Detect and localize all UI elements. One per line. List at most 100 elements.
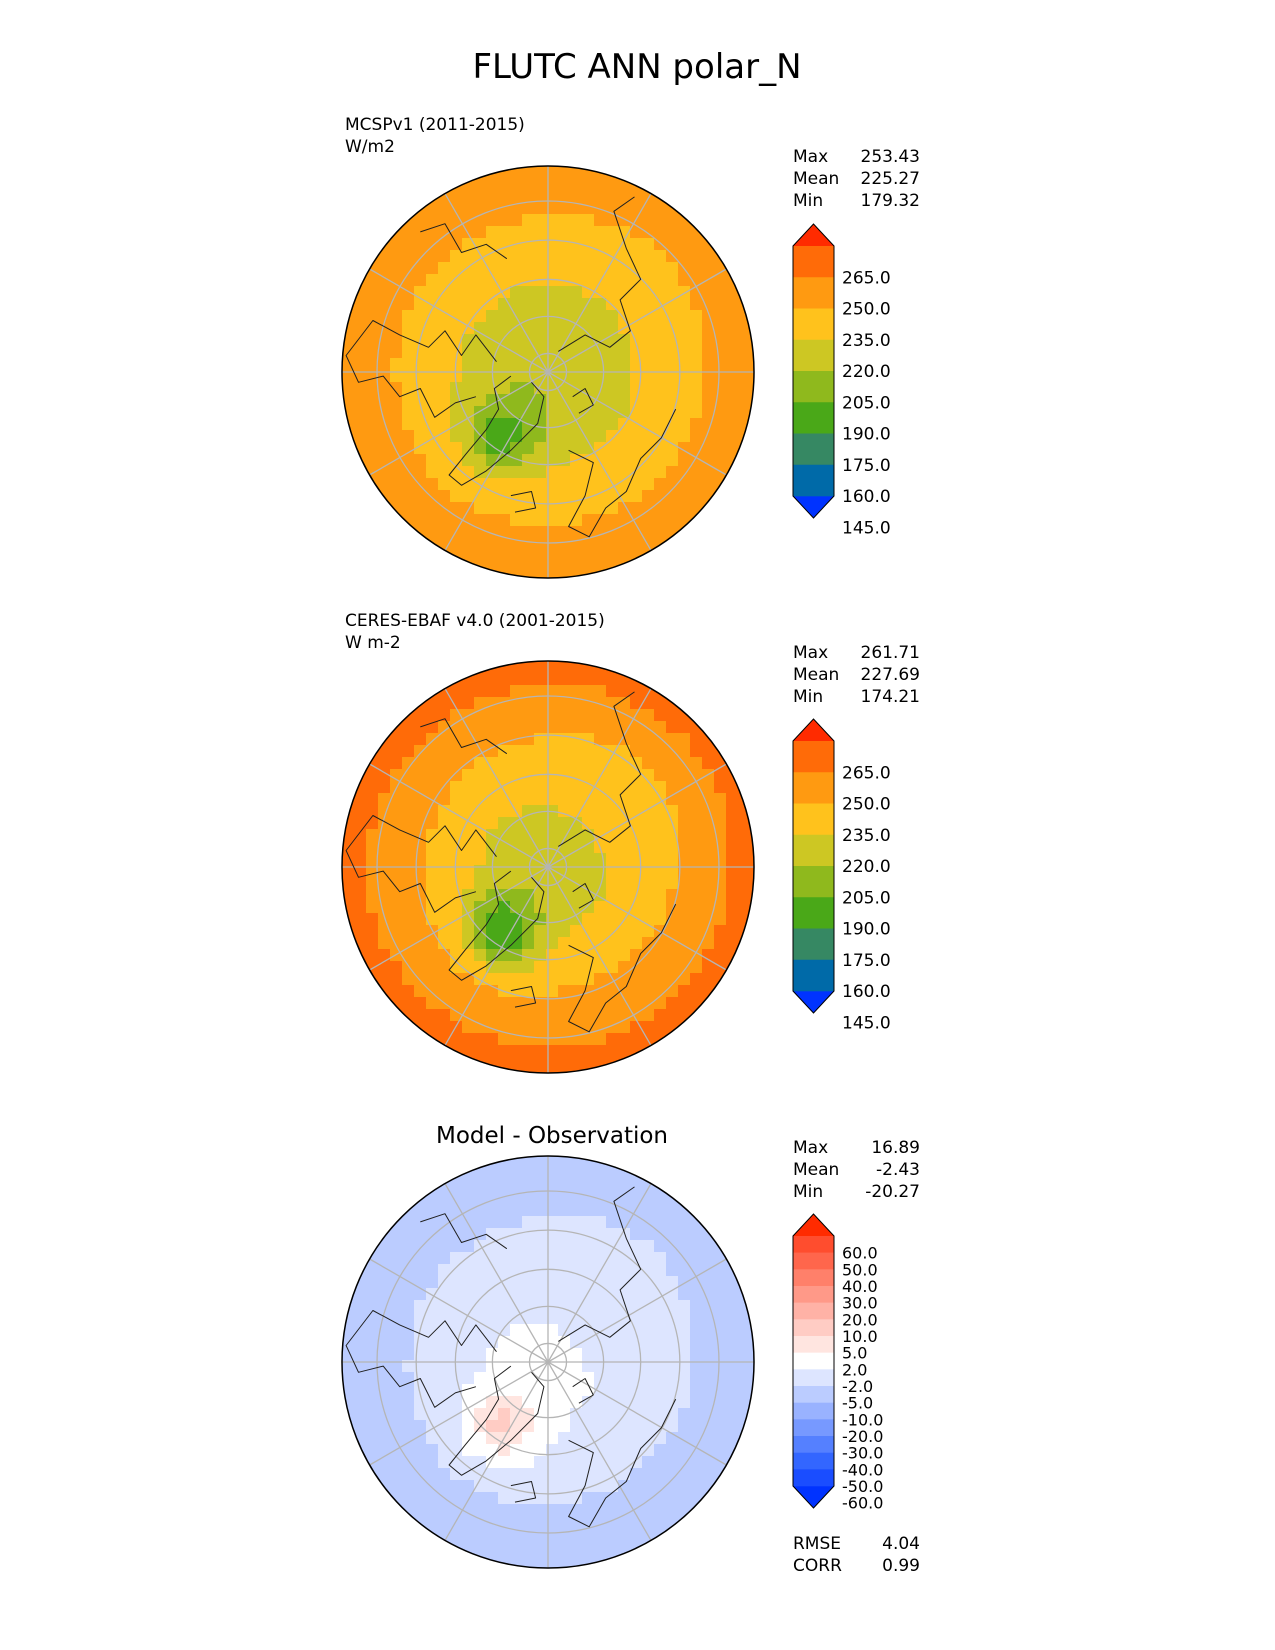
map-cell [714,781,727,794]
map-cell [498,769,511,782]
map-cell [714,1372,727,1385]
map-cell [558,250,571,263]
map-cell [618,793,631,806]
map-cell [474,1372,487,1385]
map-cell [666,1288,679,1301]
map-cell [642,1420,655,1433]
coastline [345,815,497,913]
map-cell [354,274,367,287]
map-cell [594,757,607,770]
map-cell [402,238,415,251]
map-cell [522,1420,535,1433]
map-cell [402,1408,415,1421]
map-cell [594,1228,607,1241]
map-cell [570,1540,583,1553]
map-cell [750,805,754,818]
map-cell [390,394,403,407]
map-cell [498,250,511,263]
map-cell [582,1069,595,1073]
map-cell [534,1540,547,1553]
map-cell [510,865,523,878]
map-cell [390,1468,403,1481]
map-cell [390,757,403,770]
map-cell [654,709,667,722]
map-cell [438,262,451,275]
map-cell [582,1420,595,1433]
map-cell [486,1300,499,1313]
map-cell [474,1180,487,1193]
map-cell [414,1009,427,1022]
map-cell [450,1033,463,1046]
stat-label: Mean [793,1160,839,1180]
map-cell [582,961,595,974]
map-cell [678,442,691,455]
map-cell [582,817,595,830]
map-cell [570,889,583,902]
map-cell [498,274,511,287]
map-cell [606,178,619,191]
map-cell [546,190,559,203]
map-cell [462,949,475,962]
map-cell [558,1009,571,1022]
map-cell [450,1516,463,1529]
map-cell [438,466,451,479]
map-cell [630,1336,643,1349]
map-cell [474,841,487,854]
map-cell [534,1528,547,1541]
map-cell [426,1432,439,1445]
map-cell [546,1192,559,1205]
map-cell [534,166,547,179]
map-cell [474,937,487,950]
map-cell [546,514,559,527]
map-cell [582,661,595,674]
map-cell [534,1516,547,1529]
panel-diff-colorbar: 60.050.040.030.020.010.05.02.0-2.0-5.0-1… [792,1213,883,1513]
map-cell [378,298,391,311]
map-cell [714,442,727,455]
map-cell [570,1276,583,1289]
map-cell [378,418,391,431]
map-cell [426,1324,439,1337]
map-cell [654,745,667,758]
map-cell [606,697,619,710]
map-cell [630,334,643,347]
map-cell [666,514,679,527]
map-cell [390,310,403,323]
map-cell [726,841,739,854]
map-cell [678,1408,691,1421]
map-cell [594,853,607,866]
map-cell [618,1240,631,1253]
map-cell [354,382,367,395]
map-cell [474,190,487,203]
map-cell [426,985,439,998]
map-cell [570,673,583,686]
map-cell [642,1204,655,1217]
map-cell [390,1264,403,1277]
map-cell [726,286,739,299]
map-cell [678,1384,691,1397]
map-cell [366,406,379,419]
map-cell [558,466,571,479]
map-cell [618,1540,631,1553]
map-cell [498,1216,511,1229]
map-cell [666,841,679,854]
map-cell [522,685,535,698]
map-cell [594,901,607,914]
map-cell [462,454,475,467]
map-cell [462,358,475,371]
map-cell [510,394,523,407]
map-cell [390,1336,403,1349]
map-cell [618,238,631,251]
colorbar-tick-label: 2.0 [842,1360,867,1379]
map-cell [642,1300,655,1313]
map-cell [462,1444,475,1457]
map-cell [414,394,427,407]
map-cell [558,1432,571,1445]
map-cell [546,1057,559,1070]
map-cell [642,1504,655,1517]
colorbar-tick-label: 145.0 [842,518,891,538]
map-cell [618,733,631,746]
map-cell [510,406,523,419]
map-cell [378,346,391,359]
map-cell [630,1324,643,1337]
